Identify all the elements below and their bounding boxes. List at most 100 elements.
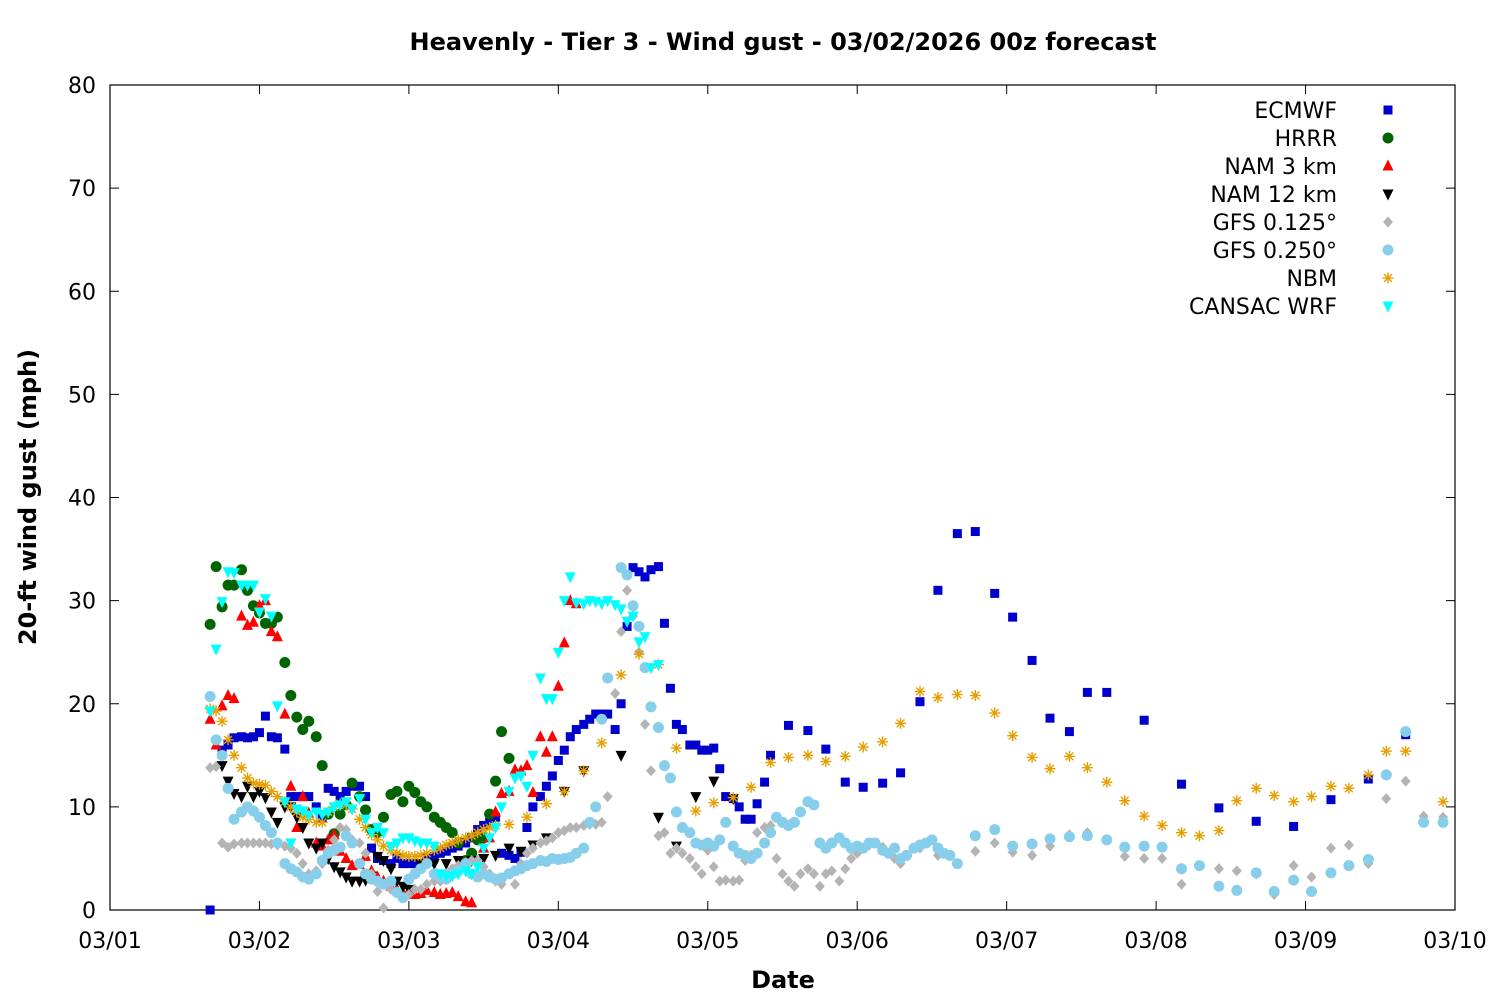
point-ecmwf-100 — [970, 527, 980, 537]
point-gfs-0-250-121 — [989, 824, 1001, 836]
point-nbm-58 — [708, 797, 720, 809]
point-cansac-wrf-58 — [564, 572, 576, 584]
point-gfs-0-125-33 — [409, 883, 420, 895]
point-nbm-84 — [1193, 830, 1205, 842]
point-cansac-wrf-47 — [496, 802, 508, 814]
point-gfs-0-250-115 — [926, 834, 938, 846]
point-gfs-0-250-74 — [670, 806, 682, 818]
point-hrrr-47 — [496, 726, 508, 738]
point-gfs-0-250-138 — [1306, 885, 1318, 897]
point-gfs-0-125-81 — [708, 861, 719, 873]
point-cansac-wrf-16 — [303, 810, 315, 822]
point-gfs-0-250-10 — [265, 827, 277, 839]
point-nam-3-km-4 — [228, 692, 240, 704]
point-nbm-83 — [1176, 827, 1188, 839]
point-nbm-57 — [690, 805, 702, 817]
point-gfs-0-250-142 — [1380, 769, 1392, 781]
x-tick-label-9: 03/10 — [1423, 929, 1486, 954]
point-gfs-0-250-143 — [1400, 726, 1412, 738]
point-gfs-0-125-83 — [720, 874, 731, 886]
point-ecmwf-72 — [659, 618, 669, 628]
point-cansac-wrf-39 — [446, 871, 458, 883]
point-gfs-0-250-61 — [584, 816, 596, 828]
point-ecmwf-106 — [1082, 687, 1092, 697]
point-cansac-wrf-10 — [265, 611, 277, 623]
point-nbm-93 — [1362, 769, 1374, 781]
legend-label-cansac-wrf: CANSAC WRF — [1189, 295, 1337, 320]
point-cansac-wrf-21 — [334, 800, 346, 812]
point-gfs-0-250-70 — [645, 701, 657, 713]
point-ecmwf-101 — [990, 588, 1000, 598]
point-cansac-wrf-8 — [253, 607, 265, 619]
point-hrrr-46 — [490, 775, 502, 787]
point-ecmwf-57 — [565, 732, 575, 742]
point-cansac-wrf-40 — [452, 869, 464, 881]
point-ecmwf-37 — [441, 846, 451, 856]
point-ecmwf-15 — [304, 792, 314, 802]
point-cansac-wrf-27 — [372, 823, 384, 834]
point-gfs-0-125-103 — [846, 852, 857, 864]
point-nam-3-km-50 — [521, 759, 533, 771]
point-gfs-0-250-0 — [204, 691, 216, 703]
point-nbm-70 — [932, 692, 944, 704]
point-ecmwf-5 — [242, 733, 252, 743]
point-gfs-0-250-118 — [944, 849, 956, 861]
point-cansac-wrf-63 — [596, 599, 608, 611]
point-gfs-0-250-1 — [210, 734, 222, 746]
point-cansac-wrf-67 — [621, 616, 633, 628]
y-axis-label: 20-ft wind gust (mph) — [14, 349, 42, 645]
point-nam-3-km-54 — [546, 730, 558, 742]
point-gfs-0-125-4 — [229, 838, 240, 850]
point-ecmwf-70 — [646, 565, 656, 575]
point-nbm-68 — [895, 717, 907, 729]
point-nbm-75 — [1026, 751, 1038, 763]
legend-label-hrrr: HRRR — [1275, 127, 1337, 152]
point-gfs-0-250-76 — [684, 827, 696, 839]
point-cansac-wrf-35 — [421, 838, 433, 850]
x-tick-label-3: 03/04 — [527, 929, 590, 954]
point-nbm-48 — [521, 811, 533, 823]
point-nbm-40 — [452, 834, 464, 846]
point-nbm-52 — [596, 737, 608, 749]
point-gfs-0-125-102 — [840, 863, 851, 875]
series-cansac-wrf — [204, 567, 664, 883]
point-hrrr-25 — [360, 804, 372, 816]
point-gfs-0-125-94 — [789, 880, 800, 892]
point-ecmwf-51 — [528, 802, 538, 812]
legend-marker-nbm — [1382, 272, 1394, 284]
point-ecmwf-71 — [653, 562, 663, 572]
point-gfs-0-125-58 — [565, 822, 576, 833]
point-hrrr-1 — [210, 561, 222, 573]
point-ecmwf-31 — [404, 859, 414, 869]
point-ecmwf-94 — [858, 782, 868, 792]
point-nam-3-km-12 — [279, 707, 291, 719]
point-cansac-wrf-72 — [652, 660, 664, 672]
point-gfs-0-250-126 — [1081, 830, 1093, 842]
point-gfs-0-250-123 — [1026, 838, 1038, 850]
point-nbm-71 — [951, 688, 963, 700]
point-gfs-0-125-116 — [989, 837, 1000, 849]
point-ecmwf-93 — [840, 777, 850, 787]
legend-label-nam-12-km: NAM 12 km — [1210, 183, 1337, 208]
point-nbm-85 — [1213, 825, 1225, 837]
point-nbm-39 — [446, 837, 458, 849]
point-gfs-0-250-125 — [1063, 831, 1075, 843]
point-gfs-0-250-139 — [1325, 867, 1337, 879]
point-nbm-72 — [969, 690, 981, 701]
point-ecmwf-74 — [671, 719, 681, 729]
point-nbm-64 — [820, 756, 832, 767]
legend-marker-nam-12-km — [1382, 189, 1394, 201]
point-ecmwf-108 — [1139, 715, 1149, 725]
y-tick-label-2: 20 — [68, 693, 96, 718]
point-nam-12-km-16 — [316, 838, 328, 850]
point-ecmwf-30 — [398, 859, 408, 869]
point-ecmwf-54 — [547, 771, 557, 781]
point-nbm-49 — [540, 798, 552, 810]
point-gfs-0-250-109 — [889, 842, 901, 854]
point-ecmwf-19 — [329, 786, 339, 796]
point-gfs-0-250-135 — [1250, 867, 1262, 879]
point-gfs-0-250-24 — [354, 858, 366, 870]
point-ecmwf-73 — [665, 683, 675, 693]
point-hrrr-15 — [297, 724, 309, 736]
point-gfs-0-250-83 — [727, 840, 739, 852]
